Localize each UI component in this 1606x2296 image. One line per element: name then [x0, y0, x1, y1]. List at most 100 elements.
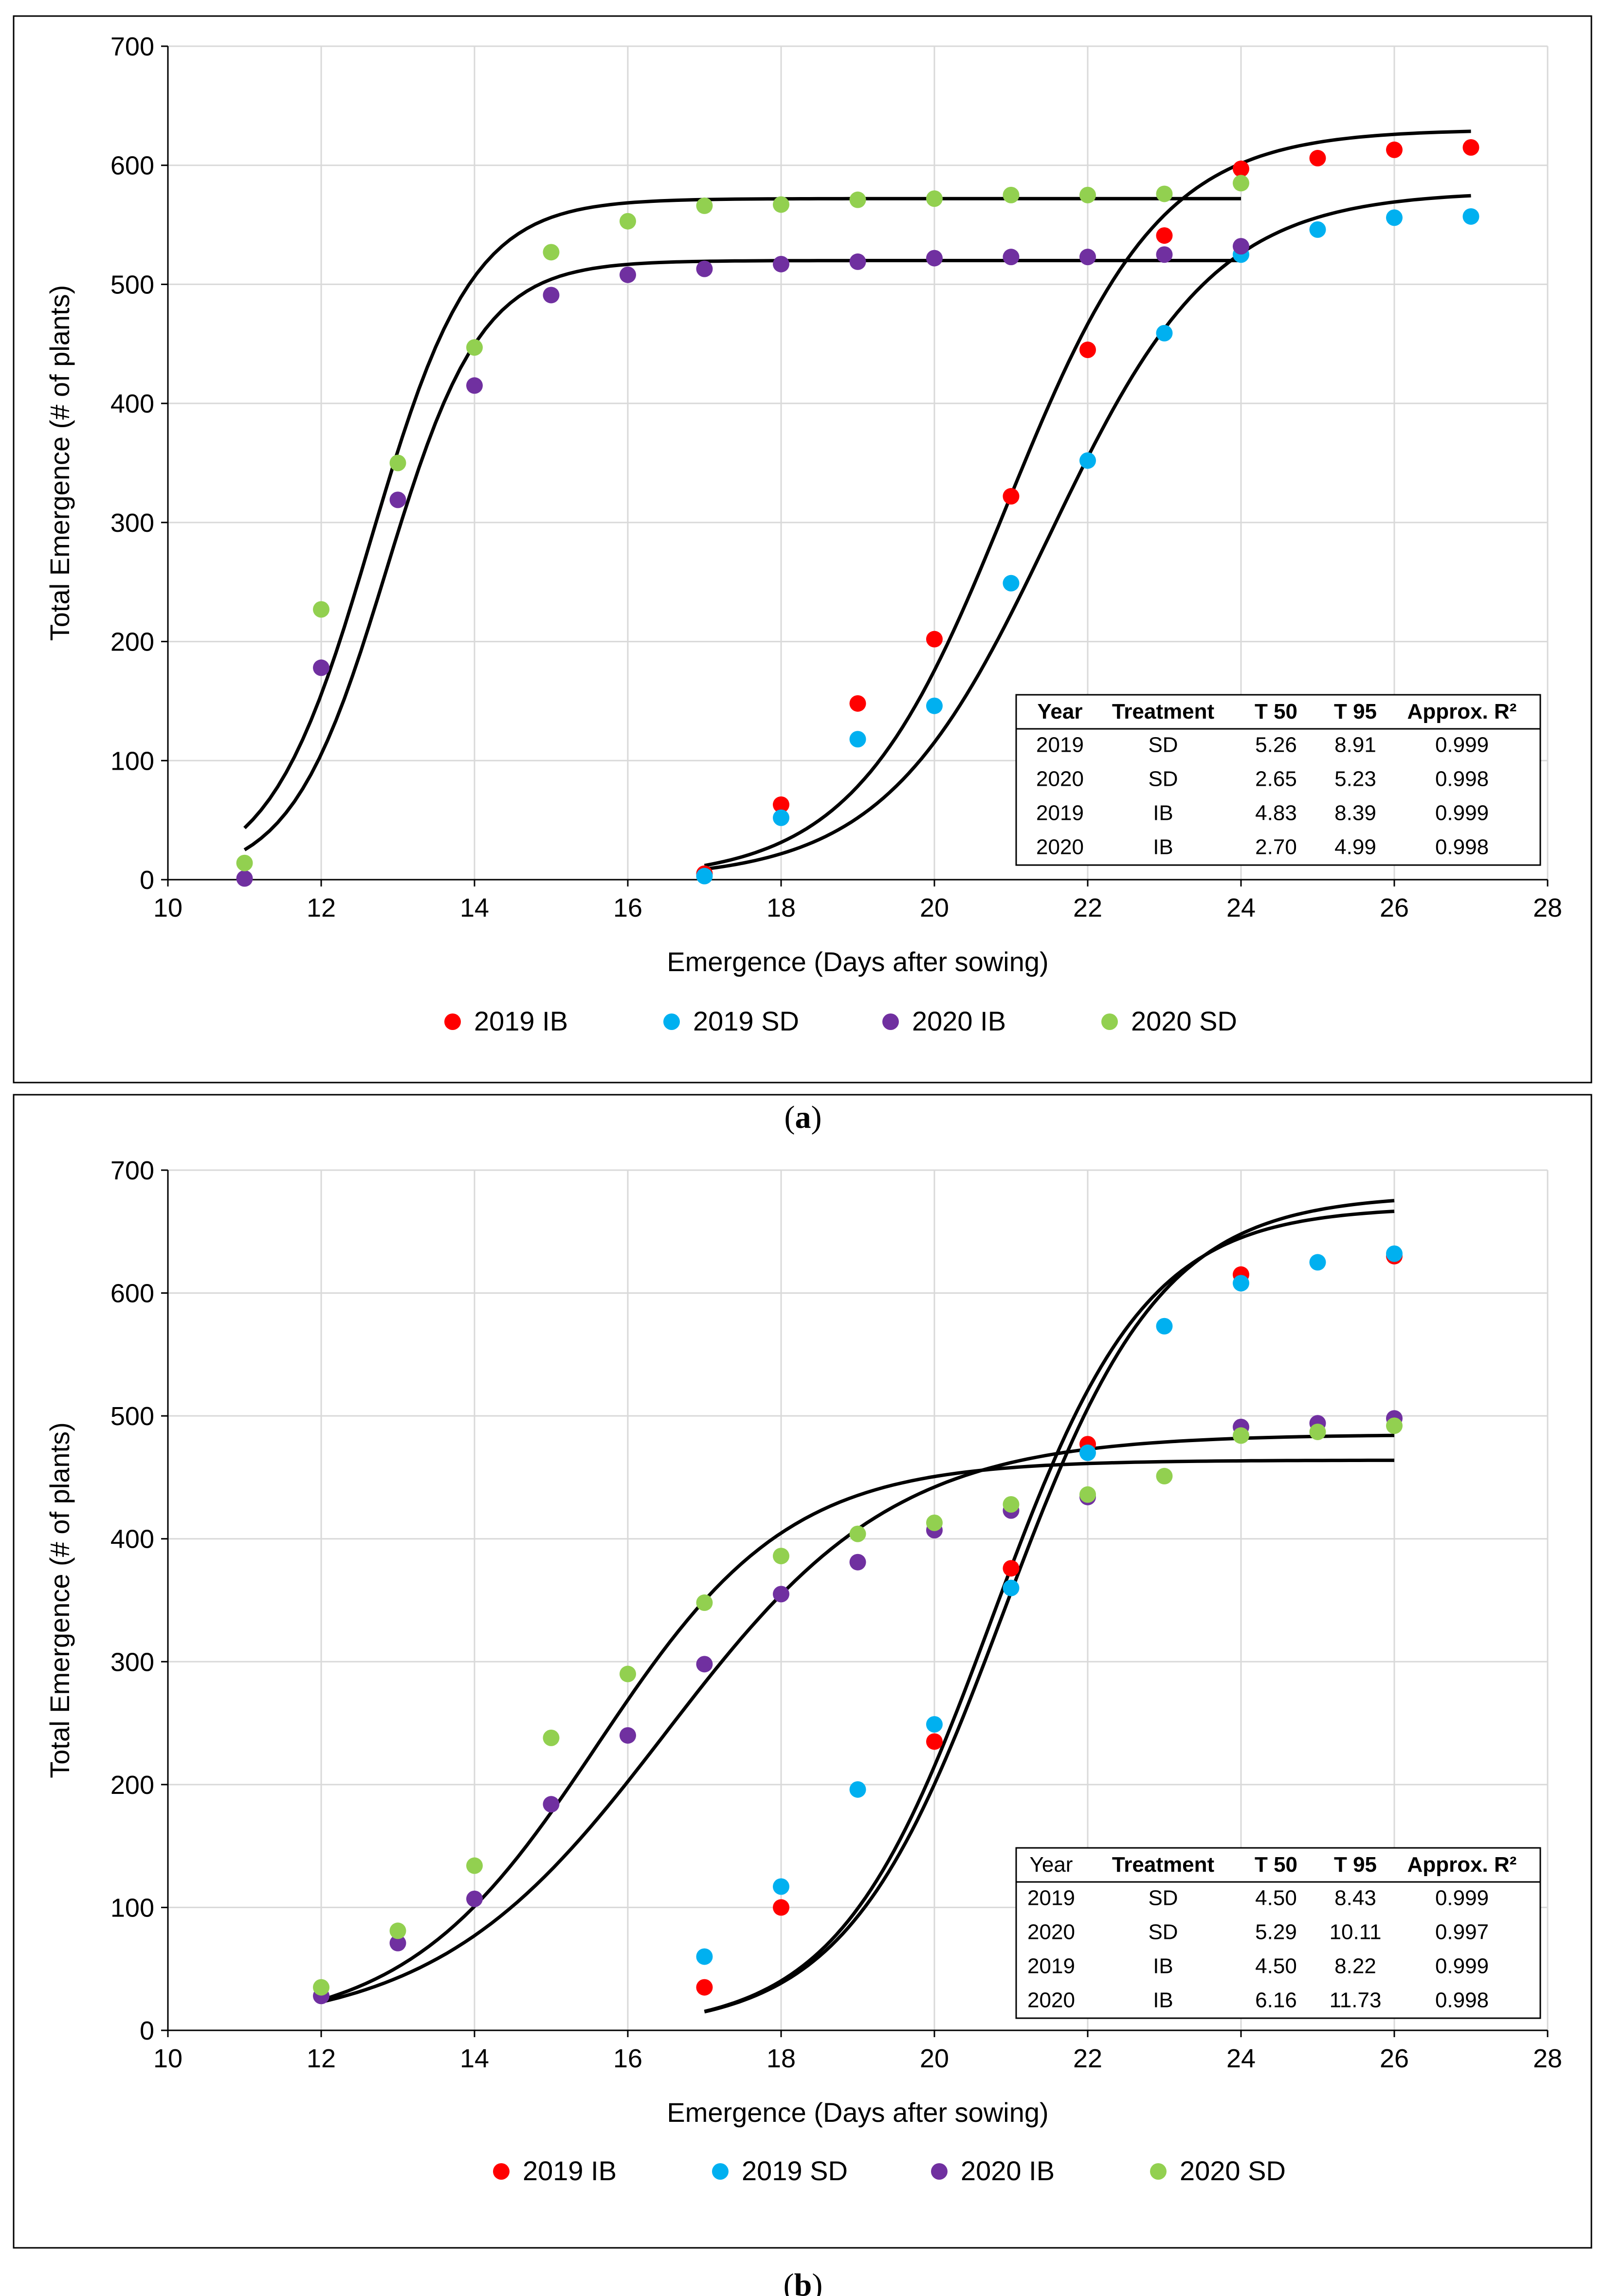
x-axis-title: Emergence (Days after sowing)	[667, 946, 1048, 977]
series-2019-sd	[696, 1245, 1403, 1965]
data-point-2020-sd-day-16	[620, 213, 636, 230]
fit-curve-2019-ib	[704, 129, 1471, 868]
data-point-2020-ib-day-19	[849, 253, 866, 270]
x-tick-label-28: 28	[1533, 2044, 1562, 2073]
data-point-2020-sd-day-17	[696, 197, 713, 214]
y-tick-label-600: 600	[110, 151, 154, 181]
legend-label-2020-sd: 2020 SD	[1180, 2155, 1286, 2186]
x-tick-label-10: 10	[153, 2044, 182, 2073]
stats-table-header-t-95: T 95	[1334, 700, 1377, 723]
y-tick-label-700: 700	[110, 32, 154, 61]
stats-table-cell-r0-c1: SD	[1148, 733, 1178, 757]
x-tick-label-16: 16	[613, 893, 642, 922]
data-point-2020-sd-day-12	[313, 601, 329, 618]
stats-table-cell-r1-c0: 2020	[1036, 767, 1084, 791]
legend: 2019 IB 2019 SD 2020 IB 2020 SD	[444, 1006, 1237, 1036]
stats-table-cell-r2-c2: 4.83	[1255, 801, 1297, 825]
data-point-2019-sd-day-23	[1156, 1318, 1173, 1335]
data-point-2020-sd-day-16	[620, 1665, 636, 1682]
legend-marker-2020-sd	[1101, 1013, 1118, 1030]
data-point-2020-sd-day-12	[313, 1979, 329, 1996]
data-point-2020-ib-day-13	[389, 1934, 406, 1952]
data-point-2020-ib-day-24	[1233, 238, 1249, 255]
data-point-2020-sd-day-19	[849, 191, 866, 208]
legend-label-2019-ib: 2019 IB	[474, 1006, 568, 1036]
x-tick-label-26: 26	[1380, 2044, 1409, 2073]
data-point-2020-sd-day-15	[543, 244, 560, 261]
legend-marker-2019-sd	[663, 1013, 680, 1030]
x-tick-label-14: 14	[460, 2044, 489, 2073]
data-point-2020-ib-day-15	[543, 287, 560, 304]
data-point-2019-ib-day-17	[696, 1979, 713, 1996]
stats-table-header-approx-r: Approx. R²	[1407, 1853, 1517, 1877]
y-tick-label-600: 600	[110, 1279, 154, 1308]
data-point-2019-sd-day-19	[849, 731, 866, 748]
data-point-2020-sd-day-25	[1309, 1423, 1326, 1440]
data-point-2020-sd-day-14	[466, 339, 483, 356]
stats-table-cell-r3-c1: IB	[1153, 1989, 1173, 2012]
stats-table-box	[1015, 1847, 1541, 2019]
legend-label-2020-ib: 2020 IB	[961, 2155, 1055, 2186]
data-point-2020-sd-day-20	[926, 190, 943, 207]
data-point-2019-ib-day-25	[1309, 150, 1326, 167]
y-tick-label-400: 400	[110, 389, 154, 418]
fit-curve-2020-ib	[243, 259, 1241, 851]
data-point-2020-sd-day-19	[849, 1525, 866, 1542]
data-point-2019-sd-day-23	[1156, 325, 1173, 342]
x-tick-label-22: 22	[1073, 2044, 1102, 2073]
legend-label-2019-sd: 2019 SD	[742, 2155, 848, 2186]
y-axis-title: Total Emergence (# of plants)	[44, 285, 75, 641]
stats-table-cell-r1-c1: SD	[1148, 767, 1178, 791]
data-point-2020-sd-day-17	[696, 1594, 713, 1611]
stats-table-cell-r3-c0: 2020	[1027, 1989, 1075, 2012]
stats-table-cell-r3-c2: 6.16	[1255, 1989, 1297, 2012]
x-tick-label-10: 10	[153, 893, 182, 922]
data-point-2020-sd-day-22	[1079, 1486, 1096, 1503]
x-tick-label-18: 18	[766, 893, 796, 922]
stats-table-cell-r0-c0: 2019	[1036, 733, 1084, 757]
stats-table-cell-r1-c4: 0.997	[1435, 1920, 1489, 1944]
stats-table-cell-r1-c3: 10.11	[1330, 1920, 1382, 1944]
y-tick-label-700: 700	[110, 1156, 154, 1185]
stats-table-cell-r0-c0: 2019	[1027, 1886, 1075, 1910]
data-point-2019-sd-day-24	[1233, 1275, 1249, 1292]
fit-curve-2019-sd	[704, 1210, 1395, 2013]
data-point-2019-ib-day-18	[773, 1899, 789, 1916]
x-tick-label-12: 12	[307, 2044, 336, 2073]
data-point-2019-sd-day-27	[1462, 208, 1479, 225]
x-tick-label-24: 24	[1226, 893, 1256, 922]
stats-table-cell-r1-c4: 0.998	[1435, 767, 1489, 791]
y-tick-label-300: 300	[110, 508, 154, 538]
stats-table: Year Treatment T 50 T 95 Approx. R² 2019 SD 5.2…	[1015, 694, 1541, 866]
data-point-2019-sd-day-26	[1386, 209, 1403, 226]
data-point-2020-sd-day-21	[1003, 186, 1020, 203]
data-point-2019-ib-day-27	[1462, 139, 1479, 156]
stats-table-cell-r2-c4: 0.999	[1435, 1954, 1489, 1978]
stats-table-cell-r2-c1: IB	[1153, 1954, 1173, 1978]
data-point-2019-sd-day-21	[1003, 1579, 1020, 1596]
data-point-2020-ib-day-18	[773, 255, 789, 272]
series-2020-sd	[236, 175, 1249, 871]
stats-table-cell-r0-c2: 4.50	[1255, 1886, 1297, 1910]
data-point-2020-sd-day-22	[1079, 186, 1096, 203]
data-point-2020-ib-day-21	[1003, 249, 1020, 266]
x-tick-label-22: 22	[1073, 893, 1102, 922]
y-tick-label-500: 500	[110, 1402, 154, 1431]
y-tick-label-200: 200	[110, 1771, 154, 1800]
stats-table-cell-r0-c3: 8.91	[1334, 733, 1376, 757]
data-point-2020-ib-day-17	[696, 260, 713, 277]
series-2020-sd	[313, 1417, 1403, 1996]
stats-table-cell-r1-c3: 5.23	[1334, 767, 1376, 791]
stats-table-cell-r0-c1: SD	[1148, 1886, 1178, 1910]
x-tick-label-20: 20	[920, 893, 949, 922]
stats-table-cell-r3-c2: 2.70	[1255, 835, 1297, 859]
panel-label: (b)	[784, 2267, 823, 2296]
data-point-2020-sd-day-13	[389, 1922, 406, 1939]
stats-table-cell-r2-c3: 8.22	[1334, 1954, 1376, 1978]
data-point-2020-ib-day-13	[389, 491, 406, 508]
data-point-2020-ib-day-16	[620, 266, 636, 283]
data-point-2019-ib-day-22	[1079, 342, 1096, 359]
data-point-2019-ib-day-21	[1003, 1560, 1020, 1577]
data-point-2019-ib-day-21	[1003, 488, 1020, 505]
x-tick-label-24: 24	[1226, 2044, 1256, 2073]
